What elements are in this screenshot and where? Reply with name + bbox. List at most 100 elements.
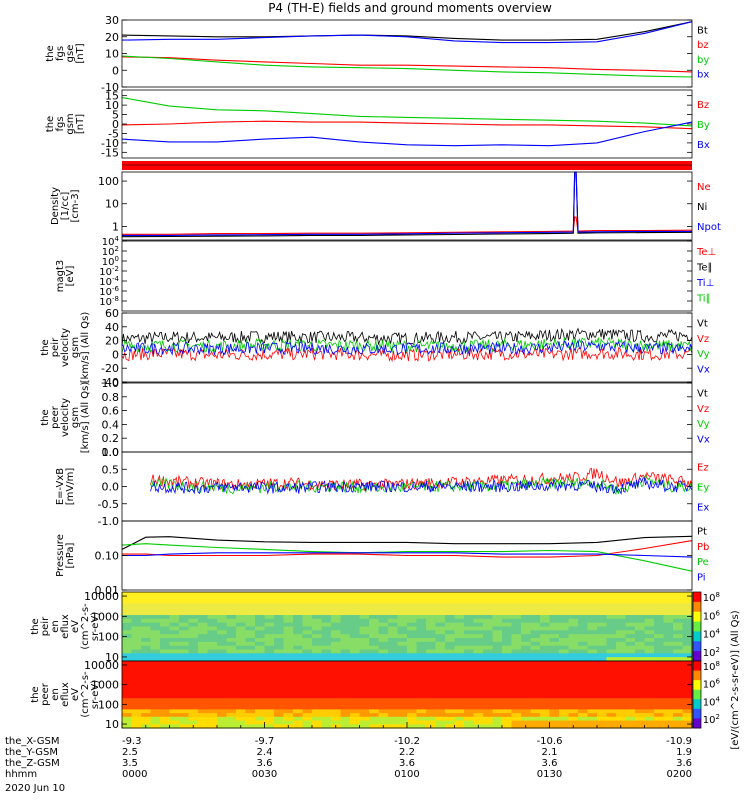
heatmap-cell xyxy=(217,713,228,718)
heatmap-cell xyxy=(435,630,446,635)
heatmap-cell xyxy=(369,618,380,624)
heatmap-cell xyxy=(198,634,209,639)
heatmap-cell xyxy=(122,592,133,597)
heatmap-cell xyxy=(359,649,370,654)
heatmap-cell xyxy=(321,698,332,703)
heatmap-cell xyxy=(682,611,693,616)
heatmap-cell xyxy=(654,649,665,654)
heatmap-cell xyxy=(255,690,266,696)
heatmap-cell xyxy=(663,599,674,605)
y-axis-label: en xyxy=(50,688,61,701)
heatmap-cell xyxy=(141,603,152,608)
heatmap-cell xyxy=(616,657,627,662)
heatmap-cell xyxy=(530,638,541,643)
heatmap-cell xyxy=(283,611,294,616)
heatmap-cell xyxy=(359,653,370,658)
heatmap-cell xyxy=(454,607,465,612)
heatmap-cell xyxy=(587,724,598,729)
heatmap-cell xyxy=(407,618,418,624)
heatmap-cell xyxy=(502,630,513,635)
heatmap-cell xyxy=(331,716,342,722)
heatmap-cell xyxy=(274,724,285,729)
heatmap-cell xyxy=(587,705,598,710)
heatmap-cell xyxy=(255,599,266,605)
heatmap-cell xyxy=(663,713,674,718)
heatmap-cell xyxy=(217,622,228,628)
heatmap-cell xyxy=(245,657,256,662)
heatmap-cell xyxy=(568,668,579,673)
heatmap-cell xyxy=(635,694,646,699)
heatmap-cell xyxy=(198,720,209,725)
heatmap-cell xyxy=(160,713,171,718)
heatmap-cell xyxy=(198,672,209,677)
heatmap-cell xyxy=(179,668,190,673)
heatmap-cell xyxy=(369,626,380,631)
heatmap-cell xyxy=(302,664,313,669)
heatmap-cell xyxy=(587,653,598,658)
heatmap-cell xyxy=(426,661,437,666)
heatmap-cell xyxy=(549,713,560,718)
heatmap-cell xyxy=(578,615,589,620)
heatmap-cell xyxy=(587,595,598,601)
heatmap-cell xyxy=(359,622,370,628)
heatmap-cell xyxy=(464,694,475,699)
heatmap-cell xyxy=(654,687,665,692)
heatmap-cell xyxy=(559,694,570,699)
heatmap-cell xyxy=(388,630,399,635)
heatmap-cell xyxy=(131,705,142,710)
heatmap-cell xyxy=(454,664,465,669)
heatmap-cell xyxy=(255,713,266,718)
heatmap-cell xyxy=(682,683,693,688)
heatmap-cell xyxy=(416,679,427,684)
heatmap-cell xyxy=(616,638,627,643)
heatmap-cell xyxy=(540,687,551,692)
heatmap-cell xyxy=(293,668,304,673)
heatmap-cell xyxy=(122,661,133,666)
heatmap-cell xyxy=(293,694,304,699)
heatmap-cell xyxy=(540,634,551,639)
heatmap-cell xyxy=(293,724,304,729)
heatmap-cell xyxy=(673,664,684,669)
heatmap-cell xyxy=(302,595,313,601)
heatmap-cell xyxy=(207,618,218,624)
heatmap-cell xyxy=(464,690,475,696)
heatmap-cell xyxy=(673,683,684,688)
heatmap-cell xyxy=(131,720,142,725)
heatmap-cell xyxy=(483,618,494,624)
heatmap-cell xyxy=(359,595,370,601)
heatmap-cell xyxy=(568,649,579,654)
heatmap-cell xyxy=(312,668,323,673)
heatmap-cell xyxy=(264,615,275,620)
heatmap-cell xyxy=(530,653,541,658)
heatmap-cell xyxy=(483,626,494,631)
heatmap-cell xyxy=(464,626,475,631)
y-axis-label: gse xyxy=(65,45,76,63)
heatmap-cell xyxy=(559,626,570,631)
heatmap-cell xyxy=(340,713,351,718)
heatmap-cell xyxy=(606,683,617,688)
heatmap-cell xyxy=(597,720,608,725)
heatmap-cell xyxy=(388,595,399,601)
heatmap-cell xyxy=(673,661,684,666)
heatmap-cell xyxy=(492,679,503,684)
series-line-peir-velocity-2 xyxy=(121,336,693,353)
heatmap-cell xyxy=(587,592,598,597)
heatmap-cell xyxy=(663,592,674,597)
heatmap-cell xyxy=(179,690,190,696)
heatmap-cell xyxy=(673,716,684,722)
heatmap-cell xyxy=(312,716,323,722)
heatmap-cell xyxy=(521,622,532,628)
heatmap-cell xyxy=(492,638,503,643)
heatmap-cell xyxy=(198,657,209,662)
heatmap-cell xyxy=(236,672,247,677)
heatmap-cell xyxy=(378,638,389,643)
heatmap-cell xyxy=(625,618,636,624)
heatmap-cell xyxy=(625,599,636,605)
heatmap-cell xyxy=(302,618,313,624)
heatmap-cell xyxy=(483,649,494,654)
heatmap-cell xyxy=(255,724,266,729)
heatmap-cell xyxy=(682,607,693,612)
heatmap-cell xyxy=(587,713,598,718)
heatmap-cell xyxy=(597,679,608,684)
heatmap-cell xyxy=(217,592,228,597)
